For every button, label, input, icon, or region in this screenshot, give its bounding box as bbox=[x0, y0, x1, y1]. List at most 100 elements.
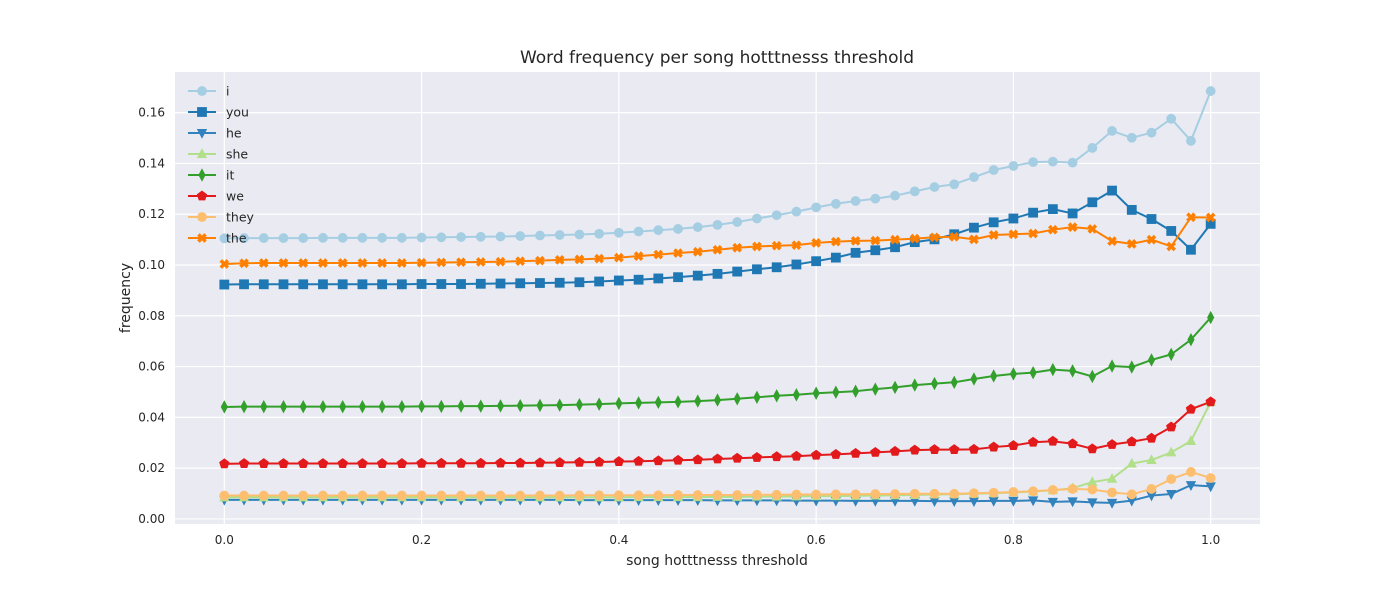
data-point-it bbox=[339, 399, 347, 414]
legend-item-they: they bbox=[188, 210, 255, 225]
data-point-i bbox=[811, 202, 822, 213]
data-point-i bbox=[337, 232, 348, 243]
data-point-you bbox=[396, 279, 407, 290]
data-point-i bbox=[712, 219, 723, 230]
data-point-the bbox=[535, 255, 545, 266]
data-point-we bbox=[692, 454, 703, 465]
data-point-they bbox=[633, 490, 644, 501]
data-point-i bbox=[1205, 86, 1216, 96]
series-the bbox=[219, 212, 1216, 269]
legend-label: we bbox=[226, 189, 244, 204]
y-tick-label: 0.04 bbox=[138, 410, 165, 424]
data-point-you bbox=[791, 259, 802, 270]
data-point-we bbox=[929, 444, 940, 455]
series-i bbox=[219, 86, 1216, 244]
data-point-i bbox=[830, 198, 841, 209]
data-point-you bbox=[1028, 207, 1039, 218]
data-point-they bbox=[574, 490, 585, 501]
data-point-it bbox=[319, 399, 327, 414]
data-point-you bbox=[673, 272, 683, 283]
data-point-the bbox=[870, 235, 881, 246]
data-point-we bbox=[732, 452, 743, 463]
data-point-she bbox=[1166, 446, 1177, 457]
data-point-we bbox=[672, 454, 684, 465]
data-point-you bbox=[633, 274, 644, 285]
data-point-i bbox=[1047, 156, 1058, 167]
data-point-you bbox=[278, 279, 289, 290]
legend-item-the: the bbox=[188, 231, 247, 246]
data-point-the bbox=[712, 244, 723, 255]
series-layer bbox=[219, 86, 1216, 509]
data-point-we bbox=[593, 456, 605, 467]
data-point-i bbox=[929, 182, 940, 192]
data-point-the bbox=[1126, 239, 1137, 249]
data-point-you bbox=[1047, 204, 1058, 215]
data-point-they bbox=[1087, 484, 1098, 495]
x-axis-title: song hotttnesss threshold bbox=[626, 553, 808, 569]
legend-label: you bbox=[226, 105, 249, 120]
data-point-i bbox=[1107, 126, 1117, 136]
data-point-it bbox=[694, 394, 702, 408]
data-point-they bbox=[219, 490, 230, 501]
data-point-we bbox=[238, 458, 250, 468]
chart-title: Word frequency per song hotttnesss thres… bbox=[520, 48, 914, 68]
data-point-you bbox=[1146, 214, 1157, 224]
data-point-i bbox=[870, 193, 881, 204]
data-point-they bbox=[949, 488, 960, 499]
data-point-i bbox=[969, 172, 979, 183]
y-tick-label: 0.12 bbox=[138, 207, 165, 221]
data-point-the bbox=[1048, 224, 1058, 235]
data-point-they bbox=[1186, 467, 1196, 477]
legend-marker bbox=[196, 148, 208, 159]
data-point-it bbox=[378, 399, 386, 414]
data-point-we bbox=[554, 457, 565, 467]
data-point-we bbox=[475, 457, 486, 468]
legend-item-he: he bbox=[188, 126, 242, 141]
data-point-it bbox=[260, 399, 268, 414]
data-point-we bbox=[495, 457, 506, 468]
data-point-i bbox=[988, 165, 999, 175]
data-point-you bbox=[732, 266, 743, 277]
legend-label: she bbox=[226, 147, 248, 162]
data-point-the bbox=[929, 232, 940, 243]
data-point-you bbox=[752, 264, 762, 275]
data-point-you bbox=[890, 242, 900, 253]
data-point-she bbox=[1146, 454, 1157, 465]
data-point-the bbox=[653, 249, 664, 260]
data-point-the bbox=[1166, 241, 1177, 252]
data-point-they bbox=[1126, 489, 1137, 500]
legend-marker bbox=[197, 86, 207, 96]
data-point-it bbox=[1207, 310, 1215, 325]
data-point-they bbox=[712, 490, 723, 500]
data-point-i bbox=[653, 225, 664, 236]
data-point-we bbox=[455, 457, 467, 468]
data-point-we bbox=[909, 444, 920, 455]
data-point-he bbox=[1087, 498, 1098, 509]
series-you bbox=[219, 185, 1216, 290]
data-point-it bbox=[556, 398, 564, 412]
data-point-it bbox=[1049, 362, 1057, 377]
data-point-the bbox=[475, 257, 486, 267]
y-axis-title: frequency bbox=[118, 263, 134, 333]
data-point-they bbox=[337, 490, 348, 501]
data-point-we bbox=[1067, 438, 1078, 449]
data-point-we bbox=[1146, 432, 1157, 443]
data-point-i bbox=[377, 232, 388, 243]
data-point-i bbox=[890, 190, 900, 201]
data-point-the bbox=[831, 236, 841, 247]
data-point-i bbox=[515, 231, 526, 241]
data-point-you bbox=[377, 279, 388, 290]
x-tick-label: 0.4 bbox=[609, 533, 628, 547]
data-point-they bbox=[830, 489, 841, 500]
data-point-they bbox=[673, 490, 683, 500]
data-point-it bbox=[1108, 359, 1116, 373]
data-point-i bbox=[258, 233, 269, 243]
data-point-we bbox=[988, 441, 999, 452]
data-point-the bbox=[969, 234, 979, 245]
data-point-i bbox=[613, 227, 624, 238]
data-point-he bbox=[1008, 496, 1019, 507]
data-point-the bbox=[1067, 222, 1078, 233]
data-point-they bbox=[515, 490, 526, 501]
data-point-we bbox=[337, 458, 348, 468]
data-point-you bbox=[318, 279, 328, 290]
